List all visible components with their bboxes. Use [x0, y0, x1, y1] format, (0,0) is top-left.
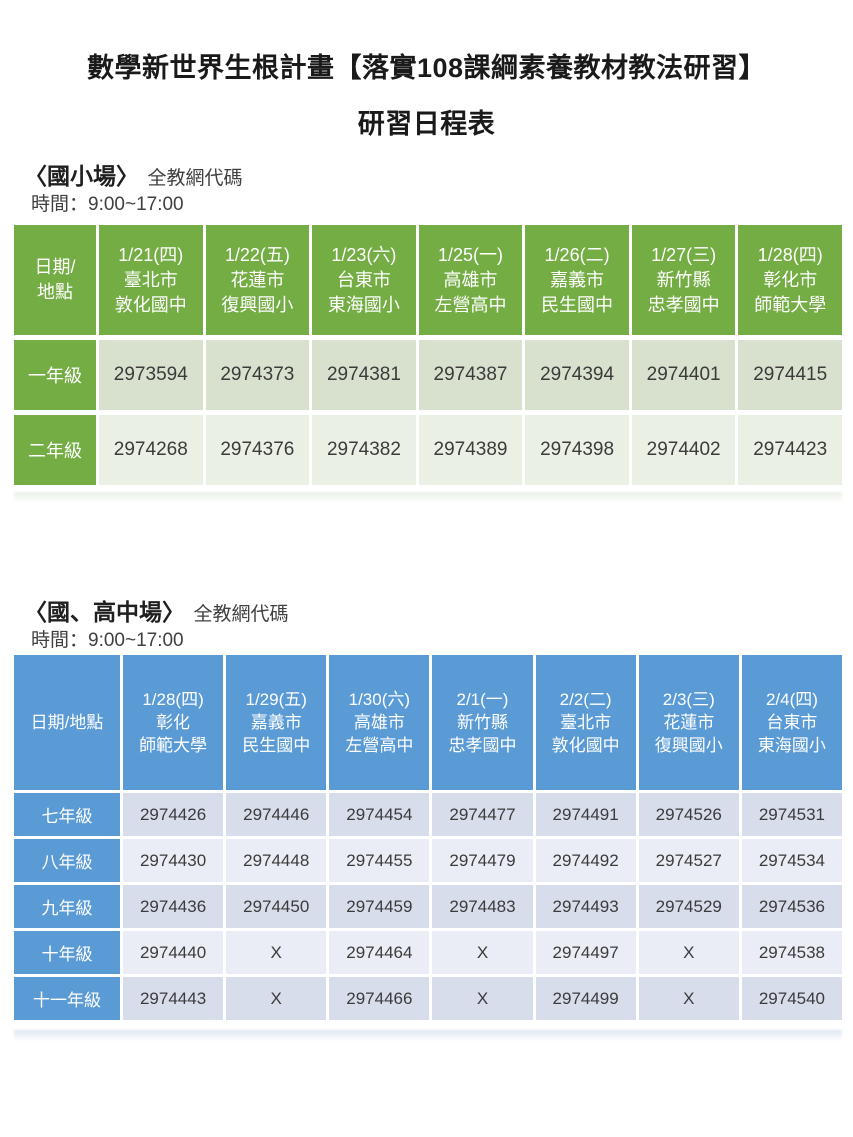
row-label-cell: 十年級 [14, 931, 120, 974]
row-label-cell: 八年級 [14, 839, 120, 882]
code-cell: 2974493 [535, 885, 636, 928]
column-header-cell: 1/22(五) 花蓮市 復興國小 [205, 225, 310, 335]
code-cell: 2974448 [226, 839, 327, 882]
code-cell: X [226, 977, 327, 1020]
code-cell: 2974491 [535, 793, 636, 836]
section-heading-secondary: 〈國、高中場〉 全教網代碼 [24, 593, 288, 627]
code-cell: X [226, 931, 327, 974]
code-cell: 2974534 [741, 839, 842, 882]
code-cell: 2973594 [99, 340, 203, 410]
code-cell: 2974382 [312, 415, 416, 485]
column-header-cell: 1/27(三) 新竹縣 忠孝國中 [631, 225, 736, 335]
code-cell: 2974402 [631, 415, 736, 485]
column-header-cell: 1/25(一) 高雄市 左營高中 [418, 225, 523, 335]
code-cell: 2974477 [432, 793, 533, 836]
code-cell: X [638, 977, 739, 1020]
table-reflection [14, 492, 842, 503]
code-cell: 2974464 [329, 931, 430, 974]
code-cell: 2974389 [418, 415, 523, 485]
corner-header-cell: 日期/地點 [14, 655, 120, 790]
code-cell: 2974479 [432, 839, 533, 882]
column-header-cell: 2/1(一) 新竹縣 忠孝國中 [432, 655, 533, 790]
code-cell: 2974387 [418, 340, 523, 410]
code-cell: 2974443 [123, 977, 224, 1020]
column-header-cell: 2/2(二) 臺北市 敦化國中 [535, 655, 636, 790]
document-title: 數學新世界生根計畫【落實108課綱素養教材教法研習】 [86, 53, 767, 83]
section-heading-elementary: 〈國小場〉 全教網代碼 [24, 157, 242, 191]
corner-header-cell: 日期/ 地點 [14, 225, 96, 335]
column-header-cell: 1/29(五) 嘉義市 民生國中 [226, 655, 327, 790]
code-cell: 2974373 [205, 340, 310, 410]
elementary-schedule-table: 日期/ 地點 1/21(四) 臺北市 敦化國中 1/22(五) 花蓮市 復興國小 1/… [14, 225, 842, 485]
code-cell: 2974527 [638, 839, 739, 882]
section-time-secondary: 時間：9:00~17:00 [31, 630, 184, 651]
code-cell: 2974526 [638, 793, 739, 836]
code-cell: 2974376 [205, 415, 310, 485]
column-header-cell: 1/30(六) 高雄市 左營高中 [329, 655, 430, 790]
row-label-cell: 二年級 [14, 415, 96, 485]
code-cell: 2974455 [329, 839, 430, 882]
code-cell: 2974536 [741, 885, 842, 928]
code-cell: 2974466 [329, 977, 430, 1020]
row-label-cell: 十一年級 [14, 977, 120, 1020]
code-cell: X [432, 977, 533, 1020]
column-header-cell: 1/28(四) 彰化市 師範大學 [738, 225, 842, 335]
row-label-cell: 九年級 [14, 885, 120, 928]
code-cell: 2974540 [741, 977, 842, 1020]
section-note: 全教網代碼 [147, 168, 243, 189]
secondary-schedule-table: 日期/地點 1/28(四) 彰化 師範大學 1/29(五) 嘉義市 民生國中 1/30… [14, 655, 842, 1020]
code-cell: 2974398 [525, 415, 629, 485]
document-subtitle: 研習日程表 [357, 109, 496, 139]
column-header-cell: 1/28(四) 彰化 師範大學 [123, 655, 224, 790]
code-cell: 2974529 [638, 885, 739, 928]
code-cell: 2974394 [525, 340, 629, 410]
column-header-cell: 1/26(二) 嘉義市 民生國中 [525, 225, 629, 335]
code-cell: 2974268 [99, 415, 203, 485]
column-header-cell: 1/21(四) 臺北市 敦化國中 [99, 225, 203, 335]
code-cell: 2974381 [312, 340, 416, 410]
table-reflection [14, 1030, 842, 1041]
code-cell: 2974454 [329, 793, 430, 836]
code-cell: X [432, 931, 533, 974]
code-cell: 2974440 [123, 931, 224, 974]
row-label-cell: 一年級 [14, 340, 96, 410]
code-cell: 2974446 [226, 793, 327, 836]
code-cell: 2974436 [123, 885, 224, 928]
code-cell: 2974483 [432, 885, 533, 928]
code-cell: 2974497 [535, 931, 636, 974]
code-cell: 2974415 [738, 340, 842, 410]
section-name: 〈國小場〉 [24, 163, 139, 189]
code-cell: 2974401 [631, 340, 736, 410]
code-cell: 2974492 [535, 839, 636, 882]
code-cell: 2974423 [738, 415, 842, 485]
code-cell: 2974426 [123, 793, 224, 836]
code-cell: 2974430 [123, 839, 224, 882]
code-cell: 2974499 [535, 977, 636, 1020]
section-time-elementary: 時間：9:00~17:00 [31, 194, 184, 215]
code-cell: 2974450 [226, 885, 327, 928]
code-cell: 2974538 [741, 931, 842, 974]
code-cell: 2974459 [329, 885, 430, 928]
column-header-cell: 2/3(三) 花蓮市 復興國小 [638, 655, 739, 790]
section-note: 全教網代碼 [193, 604, 289, 625]
section-name: 〈國、高中場〉 [24, 599, 185, 625]
code-cell: 2974531 [741, 793, 842, 836]
row-label-cell: 七年級 [14, 793, 120, 836]
column-header-cell: 2/4(四) 台東市 東海國小 [741, 655, 842, 790]
column-header-cell: 1/23(六) 台東市 東海國小 [312, 225, 416, 335]
code-cell: X [638, 931, 739, 974]
